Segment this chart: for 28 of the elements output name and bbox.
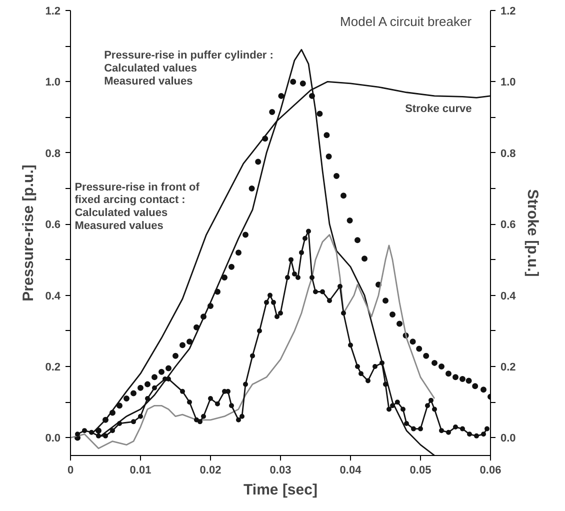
x-tick-label: 0.04 [340, 464, 362, 476]
annotation: Pressure-rise in puffer cylinder : Calculated values Measured values [104, 50, 274, 88]
y2-tick-label: 0.8 [500, 148, 516, 160]
x-tick-label: 0.06 [480, 464, 502, 476]
y2-tick-label: 0.4 [500, 290, 517, 302]
y-tick-label: 0.4 [45, 290, 62, 302]
y2-axis-title: Stroke [p.u.] [524, 189, 541, 277]
y2-tick-label: 0.0 [500, 432, 516, 445]
y-tick-label: 0.0 [45, 432, 61, 445]
y-tick-label: 1.2 [45, 6, 61, 18]
annotation: Stroke curve [405, 103, 472, 116]
x-axis-title: Time [sec] [244, 482, 318, 498]
x-tick-label: 0.05 [410, 464, 432, 476]
chart-title: Model A circuit breaker [340, 14, 472, 30]
y2-tick-label: 0.6 [500, 219, 516, 232]
y-axis-title: Pressure-rise [p.u.] [20, 164, 38, 302]
x-tick-label: 0 [67, 464, 74, 476]
y-tick-label: 0.2 [45, 362, 61, 374]
y2-tick-label: 1.0 [500, 76, 516, 89]
x-tick-label: 0.01 [130, 464, 152, 476]
x-tick-label: 0.02 [200, 464, 222, 476]
x-tick-label: 0.03 [270, 464, 292, 476]
y-tick-label: 0.6 [45, 219, 61, 232]
annotation: Pressure-rise in front of fixed arcing contact : Calculated values Measured values [74, 181, 200, 232]
y2-tick-label: 1.2 [500, 6, 516, 18]
y-tick-label: 0.8 [45, 148, 61, 160]
y-tick-label: 1.0 [45, 76, 61, 89]
y2-tick-label: 0.2 [500, 362, 516, 374]
